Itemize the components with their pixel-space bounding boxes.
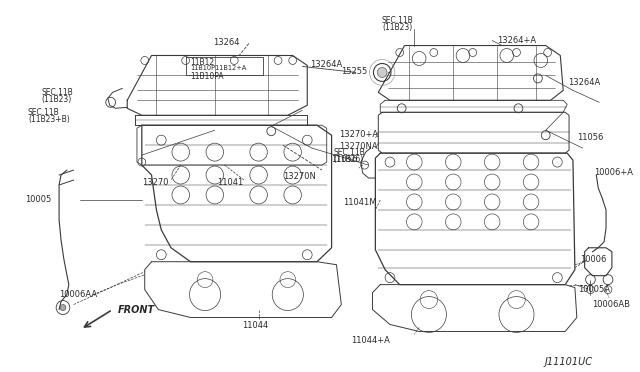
Text: (11B23+B): (11B23+B): [28, 115, 70, 124]
Text: SEC.11B: SEC.11B: [28, 108, 60, 117]
Text: 10006AA: 10006AA: [59, 290, 97, 299]
Text: 10006: 10006: [580, 255, 606, 264]
Text: (11B23): (11B23): [383, 23, 413, 32]
Text: 10005A: 10005A: [578, 285, 610, 294]
Text: 13270NA: 13270NA: [339, 142, 378, 151]
Text: SEC.11B: SEC.11B: [333, 148, 365, 157]
Text: 13270: 13270: [142, 178, 168, 187]
Text: 11B12: 11B12: [191, 58, 214, 67]
Text: 11056: 11056: [332, 155, 358, 164]
Text: (11B23): (11B23): [42, 95, 72, 104]
Text: SEC.11B: SEC.11B: [382, 16, 413, 25]
Text: SEC.11B: SEC.11B: [42, 89, 74, 97]
Text: 11056: 11056: [577, 133, 604, 142]
Text: 11B10P11B12+A: 11B10P11B12+A: [191, 65, 247, 71]
Text: (11B26): (11B26): [333, 155, 364, 164]
Circle shape: [60, 305, 66, 311]
Text: 13264+A: 13264+A: [497, 36, 536, 45]
Text: 15255: 15255: [341, 67, 367, 76]
Text: 11044: 11044: [242, 321, 268, 330]
Text: J11101UC: J11101UC: [545, 357, 593, 368]
Text: 13270N: 13270N: [283, 172, 316, 181]
Text: 13264: 13264: [213, 38, 240, 46]
Text: 11041M: 11041M: [343, 198, 377, 207]
Text: 11B10PA: 11B10PA: [191, 73, 224, 81]
Text: 11044+A: 11044+A: [351, 336, 390, 346]
Text: 13270+A: 13270+A: [339, 130, 378, 139]
Text: 13264A: 13264A: [568, 78, 600, 87]
Text: 13264A: 13264A: [310, 61, 342, 70]
Text: 10006AB: 10006AB: [593, 299, 630, 309]
Text: 11041: 11041: [217, 178, 243, 187]
Circle shape: [378, 67, 387, 77]
Text: FRONT: FRONT: [118, 305, 155, 315]
Text: 10006+A: 10006+A: [595, 168, 634, 177]
Text: 10005: 10005: [25, 195, 51, 204]
